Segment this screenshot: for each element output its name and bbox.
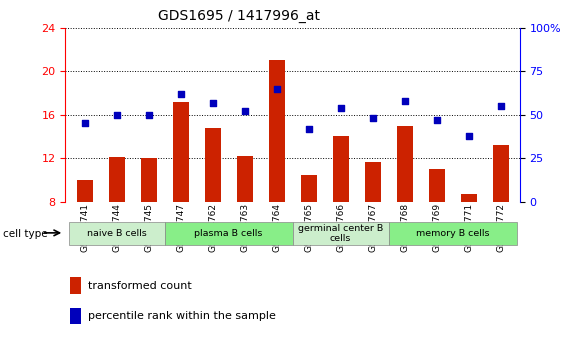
Bar (204, 128, 220, 289)
Bar (165, 222, 293, 245)
Point (496, 103, 505, 109)
Point (176, 91, 185, 97)
Bar (492, 145, 508, 289)
Bar (70, 308, 81, 324)
Text: GDS1695 / 1417996_at: GDS1695 / 1417996_at (157, 9, 320, 23)
Point (304, 126, 313, 131)
Point (368, 116, 377, 121)
Bar (173, 102, 189, 289)
Bar (396, 126, 412, 289)
Bar (389, 222, 516, 245)
Text: cell type: cell type (3, 229, 48, 239)
Text: germinal center B
cells: germinal center B cells (298, 224, 383, 244)
Point (464, 133, 473, 138)
Bar (300, 175, 316, 289)
Point (240, 108, 249, 114)
Text: plasma B cells: plasma B cells (194, 229, 263, 238)
Bar (293, 222, 389, 245)
Point (208, 100, 217, 105)
Point (80, 121, 89, 126)
Point (144, 112, 153, 118)
Bar (332, 137, 349, 289)
Bar (108, 157, 124, 289)
Bar (77, 180, 93, 289)
Point (112, 112, 121, 118)
Point (272, 86, 281, 91)
Bar (269, 60, 285, 289)
Bar (140, 158, 157, 289)
Bar (365, 161, 381, 289)
Text: naive B cells: naive B cells (87, 229, 147, 238)
Text: percentile rank within the sample: percentile rank within the sample (88, 311, 276, 321)
Bar (428, 169, 445, 289)
Point (336, 105, 345, 110)
Point (432, 117, 441, 123)
Text: memory B cells: memory B cells (416, 229, 489, 238)
Bar (461, 194, 477, 289)
Point (400, 98, 409, 104)
Bar (70, 277, 81, 294)
Bar (236, 156, 253, 289)
Text: transformed count: transformed count (88, 281, 192, 291)
Bar (69, 222, 165, 245)
